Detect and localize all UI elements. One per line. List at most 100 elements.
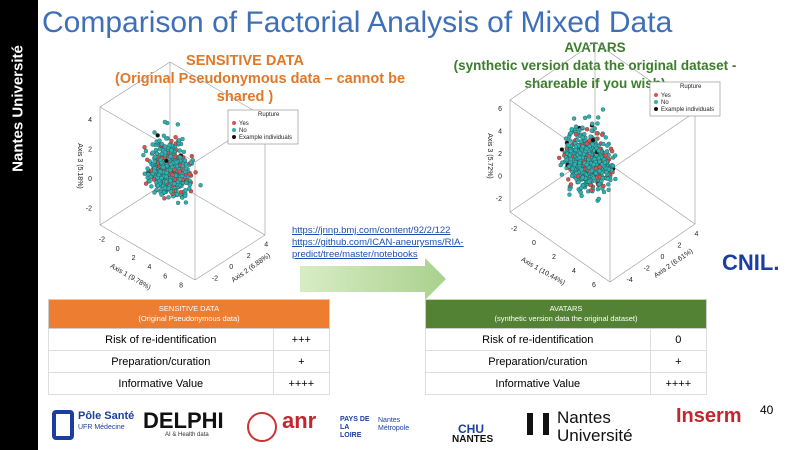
legend-title: Rupture <box>680 84 702 90</box>
point <box>152 130 157 135</box>
point <box>162 185 168 191</box>
logo-text: Pôle Santé <box>78 410 135 422</box>
tick-label: 0 <box>532 240 536 247</box>
point <box>159 175 164 181</box>
point <box>591 162 596 167</box>
tick-label: 4 <box>147 264 151 271</box>
point <box>193 170 198 175</box>
point <box>184 180 189 186</box>
point <box>587 179 592 184</box>
point <box>584 146 589 151</box>
point <box>168 154 173 159</box>
cell: Risk of re-identification <box>425 328 651 351</box>
point <box>596 196 601 202</box>
point <box>178 154 183 160</box>
point <box>603 135 608 140</box>
point <box>582 115 588 121</box>
point <box>172 181 177 186</box>
point <box>609 149 615 154</box>
point <box>164 158 169 164</box>
cnil-logo: CNIL. <box>722 250 780 275</box>
point <box>164 174 169 179</box>
point <box>145 157 150 162</box>
france-logo <box>247 412 277 442</box>
point <box>600 132 605 137</box>
point <box>586 114 592 119</box>
point <box>573 132 579 137</box>
link[interactable]: predict/tree/master/notebooks <box>292 249 418 260</box>
left-heading: SENSITIVE DATA (Original Pseudonymous da… <box>115 52 405 106</box>
box-edge <box>194 234 266 281</box>
point <box>567 192 572 197</box>
point <box>572 162 577 167</box>
table-header: AVATARS (synthetic version data the origi… <box>425 299 707 329</box>
point <box>613 176 618 182</box>
legend-label: Example individuals <box>239 135 292 141</box>
point <box>568 182 574 187</box>
box-edge <box>509 41 596 101</box>
point <box>157 138 162 143</box>
tick-label: 4 <box>88 117 92 124</box>
point <box>198 183 203 188</box>
point <box>571 116 577 121</box>
axis-label: Axis 3 (5.18%) <box>76 143 83 189</box>
link[interactable]: https://jnnp.bmj.com/content/92/2/122 <box>292 225 451 236</box>
logo-text: Nantes Université <box>557 409 633 445</box>
legend-box <box>649 81 721 117</box>
point <box>159 141 165 147</box>
point <box>581 151 587 157</box>
legend-title: Rupture <box>258 112 280 118</box>
point <box>183 193 188 198</box>
point <box>566 164 572 169</box>
point <box>155 183 161 188</box>
logo-text: anr <box>282 408 317 433</box>
point <box>567 153 573 158</box>
point <box>597 182 602 187</box>
point <box>559 147 565 152</box>
tick-label: 0 <box>229 264 233 271</box>
legend-dot <box>654 93 658 97</box>
tick-label: 2 <box>552 254 556 261</box>
tick-label: 2 <box>88 146 92 153</box>
point <box>557 155 562 161</box>
heading-line: SENSITIVE DATA <box>186 53 304 69</box>
point <box>187 172 192 177</box>
point <box>173 135 178 140</box>
point <box>175 122 180 127</box>
tick-label: -2 <box>212 275 218 282</box>
logo-line: Nantes <box>557 408 611 427</box>
page-number: 40 <box>760 403 774 417</box>
point <box>164 136 169 141</box>
point <box>143 181 149 186</box>
point <box>145 166 150 171</box>
point <box>597 164 602 170</box>
logo-text: AI & Health data <box>165 432 209 438</box>
legend-dot <box>232 135 236 139</box>
box-edge <box>169 179 266 236</box>
point <box>187 186 192 191</box>
point <box>142 145 147 150</box>
point <box>567 138 572 143</box>
point <box>577 155 582 160</box>
point <box>170 172 175 178</box>
cell: Informative Value <box>48 372 274 395</box>
point <box>148 174 153 180</box>
arrow <box>300 258 446 300</box>
point <box>568 130 573 136</box>
point <box>580 144 585 149</box>
point <box>162 119 168 125</box>
tick-label: 0 <box>661 254 665 261</box>
point <box>600 107 606 112</box>
point <box>174 192 180 197</box>
tick-label: 2 <box>498 151 502 158</box>
point <box>595 187 601 192</box>
point <box>174 160 179 165</box>
logo-text: CHU <box>458 422 484 436</box>
logo-text: DELPHI <box>143 408 224 433</box>
box-edge <box>509 211 611 283</box>
link[interactable]: https://github.com/ICAN-aneurysms/RIA- <box>292 237 464 248</box>
point <box>159 192 164 197</box>
point <box>568 156 573 162</box>
legend-label: Yes <box>239 121 249 127</box>
